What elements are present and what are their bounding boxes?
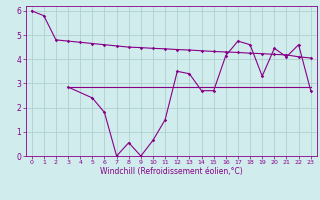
X-axis label: Windchill (Refroidissement éolien,°C): Windchill (Refroidissement éolien,°C) (100, 167, 243, 176)
